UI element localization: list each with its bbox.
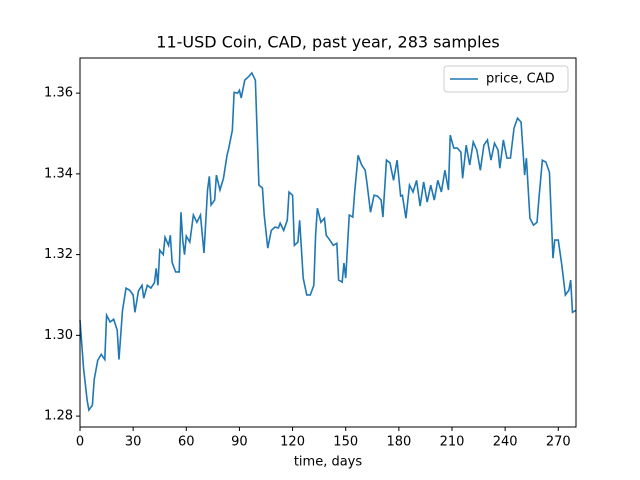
legend-box bbox=[443, 65, 569, 93]
x-tick-label: 210 bbox=[440, 435, 465, 450]
chart-title: 11-USD Coin, CAD, past year, 283 samples bbox=[156, 33, 499, 52]
x-tick-label: 270 bbox=[546, 435, 571, 450]
x-tick-label: 0 bbox=[76, 435, 84, 450]
x-tick-label: 30 bbox=[125, 435, 142, 450]
legend-label: price, CAD bbox=[486, 72, 555, 87]
x-tick-label: 90 bbox=[231, 435, 248, 450]
plot-frame bbox=[79, 57, 577, 428]
x-tick-label: 180 bbox=[386, 435, 411, 450]
x-axis-label: time, days bbox=[294, 455, 363, 470]
x-tick-label: 120 bbox=[280, 435, 305, 450]
y-tick-label: 1.34 bbox=[44, 166, 73, 181]
y-tick-label: 1.36 bbox=[44, 86, 73, 101]
y-tick-label: 1.30 bbox=[44, 328, 73, 343]
x-tick-label: 150 bbox=[333, 435, 358, 450]
y-tick-label: 1.32 bbox=[44, 247, 73, 262]
y-tick-label: 1.28 bbox=[44, 409, 73, 424]
x-tick-label: 240 bbox=[493, 435, 518, 450]
x-tick-label: 60 bbox=[178, 435, 195, 450]
line bbox=[79, 71, 577, 413]
